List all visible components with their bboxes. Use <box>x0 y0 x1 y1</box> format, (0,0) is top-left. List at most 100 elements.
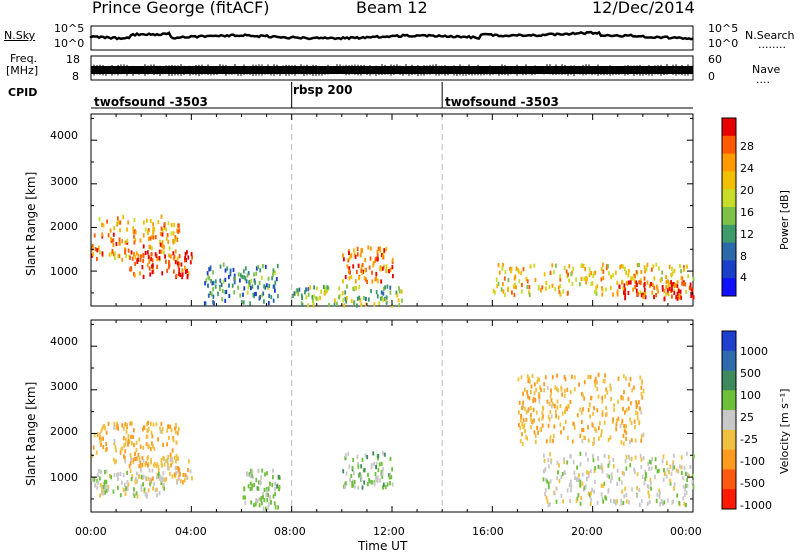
heatmap-cell <box>134 451 136 456</box>
heatmap-cell <box>549 394 552 399</box>
heatmap-cell <box>593 440 596 445</box>
heatmap-cell <box>497 263 500 268</box>
power-colorbar-swatch <box>722 260 736 279</box>
heatmap-cell <box>367 472 369 477</box>
heatmap-cell <box>381 471 384 476</box>
heatmap-cell <box>133 251 135 256</box>
heatmap-cell <box>663 289 666 294</box>
heatmap-cell <box>603 453 606 459</box>
heatmap-cell <box>258 497 261 502</box>
heatmap-cell <box>128 464 131 469</box>
heatmap-cell <box>255 271 258 276</box>
heatmap-cell <box>630 421 633 426</box>
heatmap-cell <box>120 480 123 485</box>
heatmap-cell <box>125 486 127 491</box>
heatmap-cell <box>348 269 350 274</box>
heatmap-cell <box>646 280 649 285</box>
heatmap-cell <box>361 485 364 490</box>
heatmap-cell <box>385 268 388 274</box>
heatmap-cell <box>623 290 625 295</box>
heatmap-cell <box>682 475 685 480</box>
heatmap-cell <box>361 248 364 253</box>
heatmap-cell <box>569 399 572 405</box>
velocity-y-tick-3000: 3000 <box>50 380 78 393</box>
heatmap-cell <box>94 247 97 252</box>
heatmap-cell <box>386 482 389 487</box>
heatmap-cell <box>551 401 554 407</box>
heatmap-cell <box>587 374 590 380</box>
heatmap-cell <box>596 500 599 505</box>
heatmap-cell <box>217 291 219 296</box>
heatmap-cell <box>639 280 642 285</box>
heatmap-cell <box>359 253 362 258</box>
heatmap-cell <box>250 278 253 283</box>
heatmap-cell <box>157 437 159 442</box>
heatmap-cell <box>537 376 540 381</box>
heatmap-cell <box>176 480 178 485</box>
heatmap-cell <box>579 282 581 287</box>
heatmap-cell <box>492 288 495 294</box>
heatmap-cell <box>113 252 115 257</box>
heatmap-cell <box>670 280 672 285</box>
velocity-colorbar-swatch <box>722 449 736 470</box>
freq-tick-low: 8 <box>72 70 79 83</box>
heatmap-cell <box>379 246 381 251</box>
heatmap-cell <box>124 482 126 487</box>
heatmap-cell <box>139 257 142 263</box>
heatmap-cell <box>346 296 348 301</box>
velocity-colorbar-swatch <box>722 350 736 372</box>
heatmap-cell <box>367 297 370 302</box>
heatmap-cell <box>573 375 576 380</box>
heatmap-cell <box>662 477 665 482</box>
heatmap-cell <box>638 502 641 507</box>
heatmap-cell <box>228 293 231 299</box>
heatmap-cell <box>544 488 547 493</box>
heatmap-cell <box>272 468 274 473</box>
heatmap-cell <box>541 416 544 421</box>
heatmap-cell <box>371 480 373 485</box>
heatmap-cell <box>691 480 694 485</box>
heatmap-cell <box>346 284 348 289</box>
heatmap-cell <box>150 421 152 426</box>
heatmap-cell <box>305 295 308 300</box>
heatmap-cell <box>544 492 546 497</box>
heatmap-cell <box>634 274 636 279</box>
heatmap-cell <box>241 274 244 279</box>
heatmap-cell <box>267 493 269 498</box>
heatmap-cell <box>600 492 603 497</box>
heatmap-cell <box>232 267 235 272</box>
heatmap-cell <box>150 479 153 484</box>
heatmap-cell <box>114 251 116 256</box>
heatmap-cell <box>510 269 512 274</box>
heatmap-cell <box>600 266 603 272</box>
vel-cbar-tick-m1000: -1000 <box>740 499 772 512</box>
heatmap-cell <box>526 436 529 441</box>
heatmap-cell <box>164 478 167 483</box>
heatmap-cell <box>178 254 181 259</box>
heatmap-cell <box>159 231 162 237</box>
heatmap-cell <box>113 425 115 430</box>
heatmap-cell <box>152 228 155 233</box>
heatmap-cell <box>606 473 609 478</box>
heatmap-cell <box>647 485 650 490</box>
heatmap-cell <box>176 228 179 233</box>
heatmap-cell <box>174 235 177 240</box>
heatmap-cell <box>591 422 594 427</box>
heatmap-cell <box>189 260 192 265</box>
heatmap-cell <box>322 284 325 290</box>
heatmap-cell <box>583 396 586 401</box>
heatmap-cell <box>583 485 586 490</box>
heatmap-cell <box>178 468 180 473</box>
heatmap-cell <box>594 289 597 294</box>
heatmap-cell <box>630 457 633 462</box>
heatmap-cell <box>683 465 686 470</box>
heatmap-cell <box>395 290 398 295</box>
heatmap-cell <box>224 277 227 282</box>
heatmap-cell <box>673 290 676 295</box>
heatmap-cell <box>103 482 106 487</box>
heatmap-cell <box>555 263 557 268</box>
velocity-colorbar-swatch <box>722 469 736 490</box>
heatmap-cell <box>122 215 124 220</box>
heatmap-cell <box>259 268 262 273</box>
heatmap-cell <box>247 484 250 489</box>
